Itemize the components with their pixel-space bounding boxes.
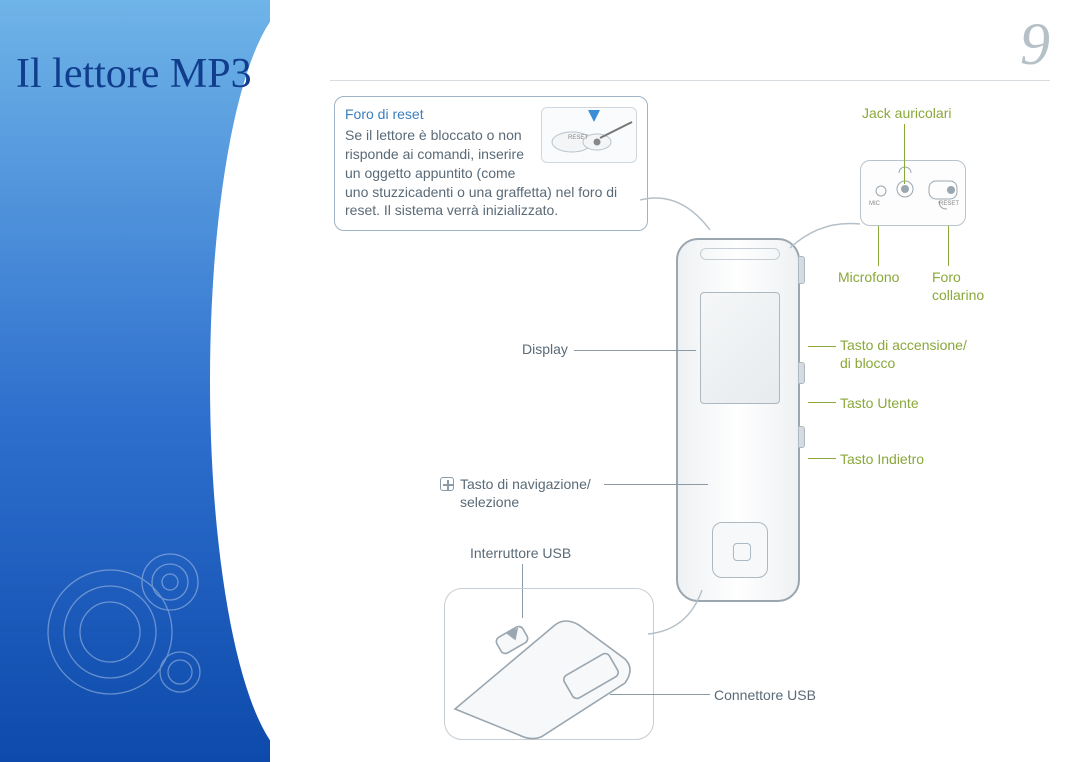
label-user: Tasto Utente bbox=[840, 394, 919, 412]
page-rule bbox=[330, 80, 1050, 81]
label-power-1: Tasto di accensione/ bbox=[840, 336, 967, 354]
label-nav: Tasto di navigazione/ selezione bbox=[440, 475, 591, 511]
device-to-usb-leader bbox=[648, 590, 708, 640]
leader-display bbox=[574, 350, 696, 351]
navpad-icon bbox=[440, 477, 454, 491]
leader-collarino bbox=[948, 226, 949, 266]
device-user-button bbox=[798, 362, 805, 384]
decorative-circles-icon bbox=[30, 522, 230, 722]
label-display: Display bbox=[522, 340, 568, 358]
label-jack: Jack auricolari bbox=[862, 104, 951, 122]
device-to-detail-leader bbox=[790, 220, 870, 260]
mic-micro-label: MIC bbox=[869, 201, 880, 207]
label-usb-switch: Interruttore USB bbox=[470, 544, 571, 562]
page-title: Il lettore MP3 bbox=[16, 50, 252, 98]
leader-jack bbox=[904, 124, 905, 184]
device-top-edge bbox=[700, 248, 780, 260]
manual-page: Il lettore MP3 9 RESET Foro di reset Se … bbox=[0, 0, 1080, 762]
label-usb-connector: Connettore USB bbox=[714, 686, 816, 704]
label-foro-collarino-1: Foro bbox=[932, 268, 961, 286]
device-power-switch bbox=[798, 256, 805, 284]
label-nav-line2: selezione bbox=[460, 494, 519, 510]
top-connector-detail: MIC RESET bbox=[860, 160, 966, 226]
device-navpad bbox=[712, 522, 768, 578]
leader-back bbox=[808, 458, 836, 459]
page-number: 9 bbox=[1020, 10, 1050, 79]
reset-micro-label-2: RESET bbox=[939, 201, 959, 207]
leader-nav bbox=[604, 484, 708, 485]
mp3-device-illustration bbox=[676, 238, 800, 602]
device-screen bbox=[700, 292, 780, 404]
reset-micro-label: RESET bbox=[568, 134, 588, 142]
label-nav-line1: Tasto di navigazione/ bbox=[460, 476, 591, 492]
leader-mic bbox=[878, 226, 879, 266]
leader-usb-connector bbox=[610, 694, 710, 695]
leader-user bbox=[808, 402, 836, 403]
device-back-button bbox=[798, 426, 805, 448]
leader-power bbox=[808, 346, 836, 347]
label-microfono: Microfono bbox=[838, 268, 899, 286]
label-power-2: di blocco bbox=[840, 354, 895, 372]
label-back: Tasto Indietro bbox=[840, 450, 924, 468]
label-foro-collarino-2: collarino bbox=[932, 286, 984, 304]
usb-connector-illustration bbox=[444, 588, 654, 740]
reset-illustration: RESET bbox=[541, 107, 637, 163]
reset-callout: RESET Foro di reset Se il lettore è bloc… bbox=[334, 96, 648, 231]
